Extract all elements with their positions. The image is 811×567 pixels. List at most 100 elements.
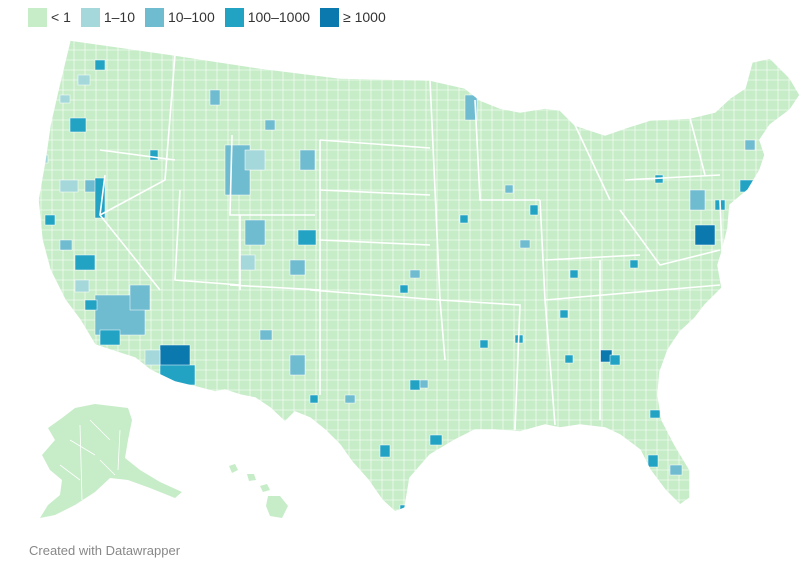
alaska-landmass: [40, 404, 182, 518]
county-hotspot: [244, 149, 266, 171]
hawaii-island-big: [266, 496, 288, 518]
county-hotspot: [464, 94, 478, 121]
state-border: [544, 299, 556, 426]
county-hotspot: [99, 329, 121, 346]
legend-swatch: [320, 8, 340, 27]
county-hotspot: [74, 279, 90, 293]
county-hotspot: [94, 59, 106, 71]
county-hotspot: [654, 489, 666, 506]
legend-item-100-1000: 100–1000: [224, 8, 311, 27]
county-hotspot: [59, 94, 71, 104]
hawaii-island-kauai: [229, 464, 238, 473]
legend-label: < 1: [51, 9, 71, 25]
alaska-borough-lines: [59, 419, 121, 501]
county-hotspot: [69, 117, 87, 133]
state-border: [719, 199, 723, 253]
legend-swatch: [145, 8, 165, 27]
county-hotspot: [209, 89, 221, 106]
legend-item-lt1: < 1: [28, 8, 71, 27]
county-hotspot: [59, 239, 73, 251]
state-border: [174, 189, 241, 286]
county-hotspot: [59, 179, 79, 193]
county-hotspot: [504, 184, 514, 194]
county-hotspot: [264, 119, 276, 131]
county-hotspot: [299, 149, 316, 171]
county-hotspot: [459, 214, 469, 224]
state-border: [99, 54, 176, 216]
county-hotspot: [244, 219, 266, 246]
county-hotspot: [77, 74, 91, 86]
legend-label: 100–1000: [247, 9, 311, 25]
county-hotspot: [689, 189, 706, 211]
county-hotspot: [129, 284, 151, 311]
state-border: [229, 134, 315, 216]
legend-label: 10–100: [168, 9, 215, 25]
county-hotspot: [647, 454, 659, 468]
county-hotspot: [669, 464, 683, 476]
legend-item-1-10: 1–10: [80, 8, 136, 27]
county-hotspot: [744, 139, 756, 151]
county-hotspot: [649, 409, 661, 419]
state-border: [319, 239, 431, 246]
legend-swatch: [80, 8, 100, 27]
county-hotspot: [479, 339, 489, 349]
legend-swatch: [28, 8, 47, 27]
county-hotspot: [289, 259, 306, 276]
county-hotspot: [629, 259, 639, 269]
county-hotspot: [297, 229, 317, 246]
legend: < 1 1–10 10–100 100–1000 ≥ 1000: [28, 8, 396, 27]
alaska-shape: [40, 404, 182, 518]
hawaii-island-oahu: [247, 474, 256, 481]
state-border: [99, 149, 176, 161]
county-hotspot: [569, 269, 579, 279]
county-hotspot: [239, 254, 256, 271]
county-hotspot: [144, 349, 161, 366]
county-hotspot: [84, 299, 98, 311]
county-hotspot: [149, 149, 159, 161]
hawaii-shape: [229, 464, 288, 518]
contiguous-us-shape: [37, 39, 801, 513]
legend-label: 1–10: [103, 9, 136, 25]
us-outline: [37, 39, 801, 513]
state-border: [319, 139, 431, 149]
county-hotspot: [259, 329, 273, 341]
county-hotspot: [529, 204, 539, 216]
county-hotspot: [664, 359, 676, 373]
county-hotspots: [39, 59, 756, 512]
state-border: [439, 299, 521, 431]
county-hotspot: [564, 354, 574, 364]
county-hotspot: [559, 309, 569, 319]
county-hotspot: [74, 254, 96, 271]
county-hotspot: [94, 177, 106, 219]
state-border: [309, 289, 441, 301]
state-border: [689, 117, 706, 176]
legend-label: ≥ 1000: [343, 9, 386, 25]
legend-swatch: [224, 8, 244, 27]
county-hotspot: [609, 354, 621, 366]
state-border: [574, 124, 611, 201]
county-hotspot: [44, 214, 56, 226]
state-border: [474, 99, 540, 201]
state-border: [99, 174, 161, 291]
county-hotspot: [519, 239, 531, 249]
county-hotspot: [289, 354, 306, 376]
legend-item-gte1000: ≥ 1000: [320, 8, 386, 27]
county-hotspot: [694, 224, 716, 246]
state-border: [619, 209, 721, 266]
county-hotspot: [344, 394, 356, 404]
county-hotspot: [419, 379, 429, 389]
legend-item-10-100: 10–100: [145, 8, 215, 27]
state-border: [624, 174, 721, 181]
county-hotspot: [309, 394, 319, 404]
county-hotspot: [379, 444, 391, 458]
county-hotspot: [409, 379, 421, 391]
county-hotspot: [409, 269, 421, 279]
hawaii-island-maui: [260, 484, 270, 492]
state-borders: [99, 54, 723, 431]
state-border: [544, 254, 641, 261]
state-border: [539, 199, 546, 301]
county-hotspot: [399, 284, 409, 294]
datawrapper-credit: Created with Datawrapper: [29, 543, 181, 558]
state-border: [544, 284, 721, 301]
